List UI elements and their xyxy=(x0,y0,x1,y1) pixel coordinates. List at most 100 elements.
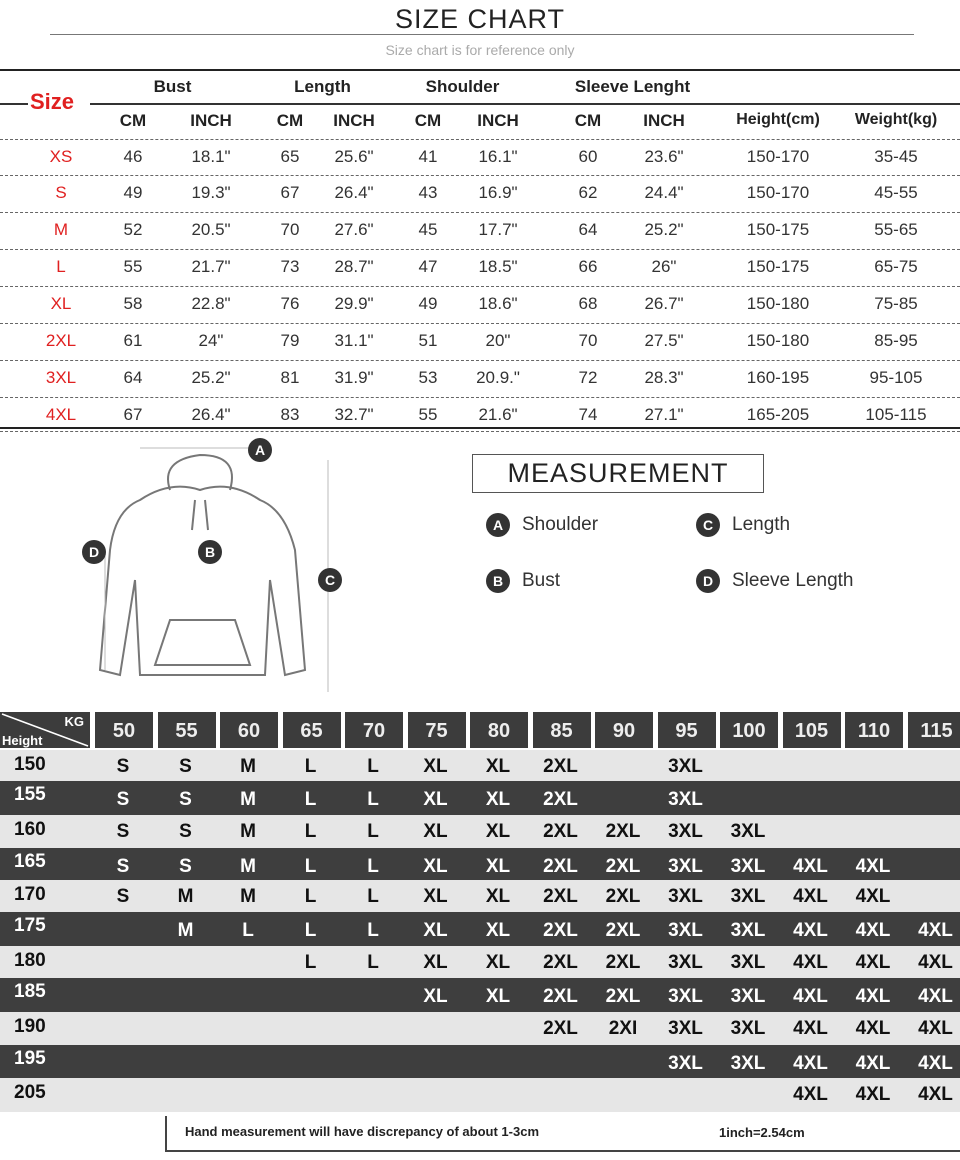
size-cell: 2XL xyxy=(543,821,578,842)
size-cell: 81 xyxy=(280,368,300,387)
row-divider xyxy=(0,323,960,324)
size-cell: 4XL xyxy=(793,1084,828,1105)
size-cell: 25.6" xyxy=(334,147,374,166)
size-cell: 55 xyxy=(418,405,438,424)
size-cell: 21.6" xyxy=(478,405,518,424)
size-cell: 160-195 xyxy=(746,368,810,387)
row-divider xyxy=(0,212,960,213)
height-value: 175 xyxy=(14,915,46,936)
height-value: 150 xyxy=(14,754,46,775)
size-cell: 18.6" xyxy=(478,294,518,313)
size-cell: 70 xyxy=(280,220,300,239)
size-cell: 4XL xyxy=(855,856,891,877)
column-group-header: Sleeve Lenght xyxy=(574,77,691,96)
weight-header: 100 xyxy=(720,712,778,748)
size-cell: 49 xyxy=(123,183,143,202)
size-cell: L xyxy=(304,952,317,973)
table-row: 155 S S M L L XL XL 2XL 3XL xyxy=(0,781,960,815)
column-subheader: CM xyxy=(414,111,442,130)
size-cell: 2XL xyxy=(543,886,578,907)
title-divider xyxy=(50,34,914,35)
size-cell: XL xyxy=(423,986,448,1007)
size-cell: M xyxy=(240,886,256,907)
legend-shoulder: A Shoulder xyxy=(486,513,598,537)
size-cell: 95-105 xyxy=(869,368,923,387)
size-cell: 75-85 xyxy=(874,294,918,313)
size-cell: XL xyxy=(423,856,448,877)
size-cell: 64 xyxy=(123,368,143,387)
hoodie-diagram: A B C D xyxy=(70,430,370,700)
size-cell: 3XL xyxy=(730,1018,766,1039)
column-subheader: INCH xyxy=(333,111,375,130)
weight-header: 50 xyxy=(95,712,153,748)
size-name: 3XL xyxy=(45,368,77,387)
size-cell: 4XL xyxy=(793,920,828,941)
column-subheader: CM xyxy=(276,111,304,130)
size-cell: 3XL xyxy=(730,986,766,1007)
size-cell: 29.9" xyxy=(334,294,374,313)
weight-header: 75 xyxy=(407,712,466,748)
size-cell: S xyxy=(179,789,192,810)
size-cell: 4XL xyxy=(918,920,953,941)
table-row: 195 3XL 3XL 4XL 4XL 4XL xyxy=(0,1045,960,1078)
size-cell: 3XL xyxy=(668,756,703,777)
size-cell: L xyxy=(242,920,254,941)
size-cell: 66 xyxy=(578,257,598,276)
size-cell: 31.1" xyxy=(334,331,374,350)
height-value: 155 xyxy=(14,784,46,805)
hoodie-illustration-icon xyxy=(98,447,329,692)
size-cell: XL xyxy=(485,789,511,810)
size-cell: 49 xyxy=(418,294,438,313)
footer-note-box: Hand measurement will have discrepancy o… xyxy=(165,1116,960,1152)
size-cell: XL xyxy=(485,821,511,842)
size-cell: 24" xyxy=(198,331,224,350)
size-cell: 41 xyxy=(418,147,438,166)
height-value: 165 xyxy=(14,851,46,872)
row-divider xyxy=(0,175,960,176)
size-cell: L xyxy=(304,886,317,907)
size-cell: 2XL xyxy=(543,986,578,1007)
size-cell: XL xyxy=(485,856,511,877)
size-cell: 28.3" xyxy=(644,368,684,387)
size-cell: 27.5" xyxy=(644,331,684,350)
size-cell: 31.9" xyxy=(334,368,374,387)
size-name: S xyxy=(55,183,67,202)
size-cell: 25.2" xyxy=(644,220,684,239)
size-cell: 4XL xyxy=(855,886,891,907)
size-cell: 3XL xyxy=(668,920,703,941)
size-cell: 4XL xyxy=(918,1053,953,1074)
weight-header: 70 xyxy=(345,712,403,748)
size-cell: XL xyxy=(485,986,511,1007)
page-title: SIZE CHART xyxy=(394,4,566,34)
size-cell: 27.1" xyxy=(644,405,684,424)
size-cell: 4XL xyxy=(855,1018,891,1039)
size-cell: L xyxy=(367,886,379,907)
row-divider xyxy=(0,139,960,140)
table-row: 165 S S M L L XL XL 2XL 2XL 3XL 3XL 4XL 4XL xyxy=(0,848,960,880)
legend-bust: B Bust xyxy=(486,569,560,593)
size-cell: 4XL xyxy=(793,952,828,973)
size-cell: 73 xyxy=(280,257,300,276)
size-cell: L xyxy=(304,756,317,777)
size-cell: S xyxy=(116,886,130,907)
size-cell: 3XL xyxy=(730,821,766,842)
height-value: 190 xyxy=(14,1016,46,1037)
row-divider xyxy=(0,431,960,432)
column-group-header: Bust xyxy=(153,77,192,96)
size-cell: 20.5" xyxy=(191,220,231,239)
height-weight-table: KG Height 50 55 60 65 70 75 80 85 90 95 100 105 110 115… xyxy=(0,712,960,1112)
size-cell: 26.4" xyxy=(191,405,231,424)
size-cell: 2XL xyxy=(543,1018,578,1039)
size-cell: 79 xyxy=(280,331,300,350)
size-cell: 16.1" xyxy=(478,147,518,166)
size-name: L xyxy=(56,257,66,276)
size-cell: L xyxy=(367,920,379,941)
weight-header: 110 xyxy=(845,712,903,748)
size-cell: 61 xyxy=(123,331,143,350)
size-cell: 4XL xyxy=(793,1018,828,1039)
letter-b-icon: B xyxy=(486,569,510,593)
size-cell: 2XL xyxy=(543,952,578,973)
column-subheader: INCH xyxy=(477,111,519,130)
marker-a-icon: A xyxy=(248,438,272,462)
size-cell: M xyxy=(240,789,256,810)
